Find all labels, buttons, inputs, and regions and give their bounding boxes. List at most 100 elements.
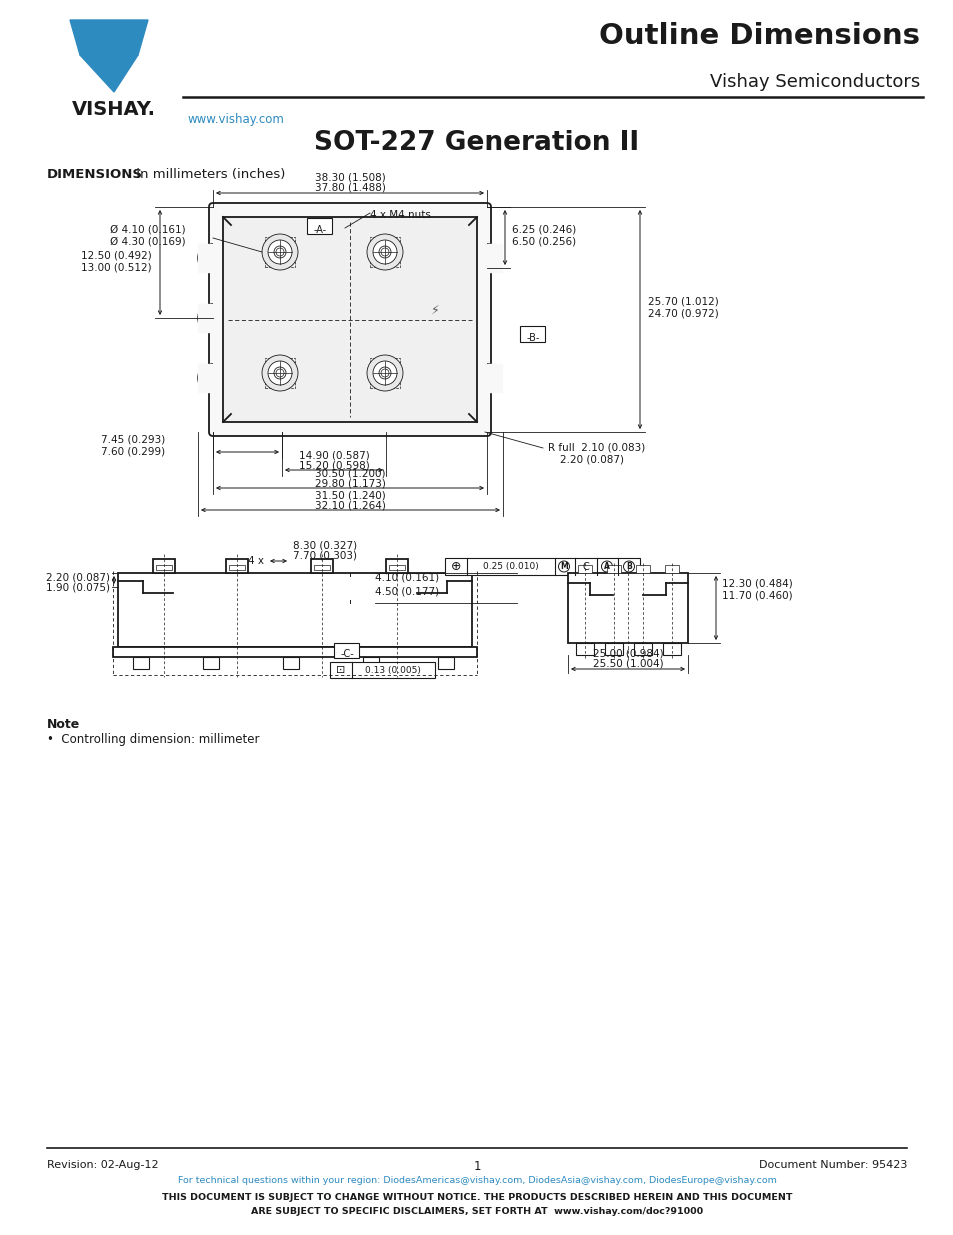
Text: in millimeters (inches): in millimeters (inches)	[132, 168, 285, 182]
Circle shape	[367, 354, 402, 391]
Text: 30.50 (1.200): 30.50 (1.200)	[314, 468, 385, 478]
Polygon shape	[70, 20, 148, 56]
Text: 14.90 (0.587): 14.90 (0.587)	[298, 450, 369, 459]
Text: 29.80 (1.173): 29.80 (1.173)	[314, 479, 385, 489]
Circle shape	[373, 240, 396, 264]
Text: 25.00 (0.984): 25.00 (0.984)	[592, 650, 662, 659]
Circle shape	[601, 561, 612, 572]
Bar	[265, 358, 294, 388]
Text: 25.50 (1.004): 25.50 (1.004)	[592, 659, 662, 669]
Text: THIS DOCUMENT IS SUBJECT TO CHANGE WITHOUT NOTICE. THE PRODUCTS DESCRIBED HEREIN: THIS DOCUMENT IS SUBJECT TO CHANGE WITHO…	[162, 1193, 791, 1202]
Bar	[662, 643, 680, 655]
Text: 4.50 (0.177): 4.50 (0.177)	[375, 585, 438, 597]
Text: Revision: 02-Aug-12: Revision: 02-Aug-12	[47, 1160, 158, 1170]
Polygon shape	[198, 245, 213, 272]
FancyBboxPatch shape	[307, 217, 333, 233]
Polygon shape	[198, 364, 213, 391]
Bar	[223, 217, 476, 422]
Text: 1.90 (0.075): 1.90 (0.075)	[46, 582, 110, 592]
Bar	[229, 564, 245, 571]
Text: DIMENSIONS: DIMENSIONS	[47, 168, 143, 182]
Text: B: B	[625, 562, 631, 571]
Circle shape	[367, 233, 402, 270]
Text: C: C	[582, 562, 589, 572]
Text: -B-: -B-	[526, 333, 539, 343]
Bar	[283, 657, 298, 669]
Bar	[330, 662, 435, 678]
Bar	[370, 358, 399, 388]
Text: 0.13 (0.005): 0.13 (0.005)	[365, 666, 420, 674]
Text: 12.30 (0.484): 12.30 (0.484)	[721, 578, 792, 588]
Text: M: M	[559, 562, 567, 571]
Text: 25.70 (1.012): 25.70 (1.012)	[647, 296, 718, 308]
Text: 15.20 (0.598): 15.20 (0.598)	[298, 461, 369, 471]
Bar	[576, 643, 594, 655]
Text: 37.80 (1.488): 37.80 (1.488)	[314, 183, 385, 193]
Text: 7.60 (0.299): 7.60 (0.299)	[101, 447, 165, 457]
FancyBboxPatch shape	[520, 326, 545, 342]
Bar	[363, 657, 378, 669]
Bar	[156, 564, 172, 571]
Text: 13.00 (0.512): 13.00 (0.512)	[81, 262, 152, 272]
Text: Ø 4.30 (0.169): Ø 4.30 (0.169)	[110, 237, 186, 247]
Text: VISHAY.: VISHAY.	[71, 100, 156, 119]
Text: ⊕: ⊕	[450, 559, 460, 573]
Text: ⚡: ⚡	[430, 304, 439, 316]
Text: 32.10 (1.264): 32.10 (1.264)	[314, 501, 385, 511]
Text: R full  2.10 (0.083): R full 2.10 (0.083)	[547, 443, 644, 453]
Text: 7.45 (0.293): 7.45 (0.293)	[101, 435, 165, 445]
Text: 31.50 (1.240): 31.50 (1.240)	[314, 490, 385, 500]
Text: 12.50 (0.492): 12.50 (0.492)	[81, 249, 152, 261]
Text: 7.70 (0.303): 7.70 (0.303)	[293, 551, 356, 561]
Bar	[606, 564, 620, 573]
Text: ARE SUBJECT TO SPECIFIC DISCLAIMERS, SET FORTH AT  www.vishay.com/doc?91000: ARE SUBJECT TO SPECIFIC DISCLAIMERS, SET…	[251, 1207, 702, 1216]
Bar	[118, 573, 472, 647]
Bar	[636, 564, 649, 573]
Text: 38.30 (1.508): 38.30 (1.508)	[314, 173, 385, 183]
Polygon shape	[80, 56, 138, 91]
Circle shape	[262, 233, 297, 270]
Circle shape	[262, 354, 297, 391]
Bar	[664, 564, 679, 573]
Bar	[152, 559, 174, 573]
Polygon shape	[198, 304, 213, 332]
Text: 6.50 (0.256): 6.50 (0.256)	[512, 237, 576, 247]
Text: 11.70 (0.460): 11.70 (0.460)	[721, 590, 792, 600]
Circle shape	[558, 561, 569, 572]
Text: Document Number: 95423: Document Number: 95423	[758, 1160, 906, 1170]
Bar	[226, 559, 248, 573]
Bar	[578, 564, 592, 573]
Text: 1: 1	[473, 1160, 480, 1173]
Bar	[386, 559, 408, 573]
Text: Ø 4.10 (0.161): Ø 4.10 (0.161)	[110, 225, 186, 235]
FancyBboxPatch shape	[209, 203, 491, 436]
Bar	[370, 237, 399, 267]
Text: •  Controlling dimension: millimeter: • Controlling dimension: millimeter	[47, 734, 259, 746]
Bar	[265, 237, 294, 267]
Bar	[132, 657, 149, 669]
Bar	[314, 564, 330, 571]
Text: SOT-227 Generation II: SOT-227 Generation II	[314, 130, 639, 156]
Text: 0.25 (0.010): 0.25 (0.010)	[482, 562, 538, 571]
Circle shape	[268, 240, 292, 264]
Text: 24.70 (0.972): 24.70 (0.972)	[647, 309, 718, 319]
Circle shape	[373, 361, 396, 385]
Bar	[604, 643, 622, 655]
Bar	[112, 647, 476, 657]
Text: -A-: -A-	[314, 225, 326, 235]
Text: www.vishay.com: www.vishay.com	[188, 112, 285, 126]
Bar	[437, 657, 454, 669]
Circle shape	[268, 361, 292, 385]
Text: 8.30 (0.327): 8.30 (0.327)	[293, 541, 356, 551]
Bar	[444, 558, 639, 576]
Text: 2.20 (0.087): 2.20 (0.087)	[559, 454, 623, 466]
Text: A: A	[603, 562, 609, 571]
Text: Outline Dimensions: Outline Dimensions	[598, 22, 919, 49]
Bar	[634, 643, 651, 655]
Polygon shape	[486, 245, 501, 272]
Text: Note: Note	[47, 718, 80, 731]
Text: 4 x M4 nuts: 4 x M4 nuts	[370, 210, 431, 220]
Text: 4 x: 4 x	[248, 556, 264, 566]
Text: 4.10 (0.161): 4.10 (0.161)	[375, 573, 438, 583]
Text: 2.20 (0.087): 2.20 (0.087)	[46, 572, 110, 582]
